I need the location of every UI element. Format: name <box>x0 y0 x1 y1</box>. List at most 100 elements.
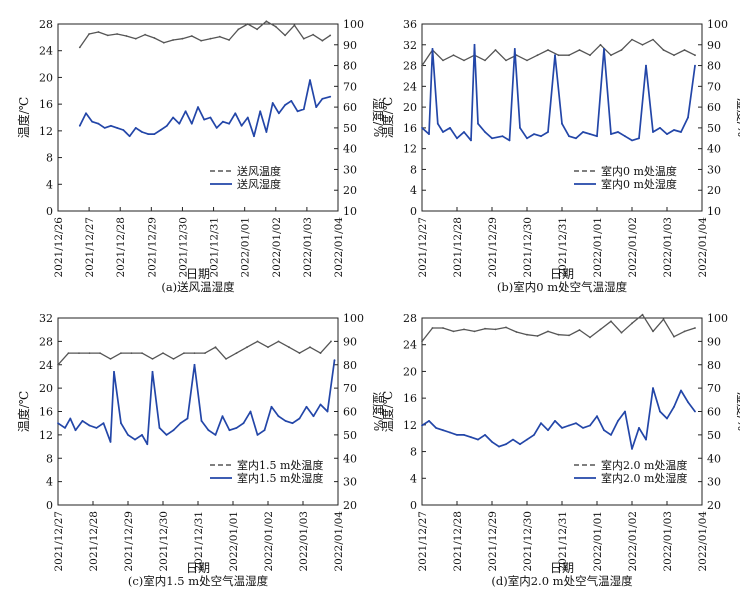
temperature-point <box>78 352 80 354</box>
x-tick-label: 2021/12/29 <box>123 511 135 572</box>
humidity-point <box>631 139 633 142</box>
humidity-point <box>484 131 486 133</box>
humidity-series-line <box>57 359 336 446</box>
temperature-point <box>536 54 539 57</box>
x-tick-label: 2021/12/29 <box>487 511 499 572</box>
x-tick-label: 2021/12/26 <box>53 217 65 278</box>
temperature-point <box>547 49 549 51</box>
humidity-point <box>184 110 187 113</box>
y-right-tick-label: 90 <box>343 39 357 52</box>
temperature-point <box>421 64 423 67</box>
y-left-tick-label: 32 <box>39 312 53 325</box>
x-tick-label: 2022/01/02 <box>263 511 275 572</box>
humidity-point <box>165 434 168 436</box>
y-left-tick-label: 20 <box>39 382 53 395</box>
x-tick-label: 2021/12/30 <box>158 511 170 572</box>
humidity-point <box>298 417 301 420</box>
humidity-point <box>284 420 287 422</box>
y-left-tick-label: 16 <box>403 392 417 405</box>
y-right-tick-label: 80 <box>707 60 721 73</box>
legend-humidity-label: 送风湿度 <box>237 177 281 191</box>
temperature-point <box>134 37 137 40</box>
legend-temperature-label: 室内2.0 m处温度 <box>601 458 687 472</box>
temperature-point <box>442 59 444 62</box>
temperature-point <box>652 330 654 333</box>
humidity-point <box>519 443 521 446</box>
y-right-tick-label: 20 <box>343 184 357 197</box>
temperature-point <box>88 352 91 354</box>
panel-c: 0 4 8 12 16 20 24 28 32 20 30 40 50 60 70 80 90 100 2021/1… <box>16 312 386 588</box>
temperature-point <box>67 352 70 354</box>
temperature-point <box>321 39 324 42</box>
temperature-point <box>265 20 268 23</box>
humidity-point <box>463 131 465 133</box>
humidity-point <box>228 122 231 125</box>
y-right-tick-label: 70 <box>343 80 357 93</box>
humidity-point <box>235 427 238 429</box>
temperature-point <box>421 340 423 343</box>
temperature-point <box>293 24 296 27</box>
humidity-point <box>568 135 570 138</box>
humidity-point <box>645 438 647 441</box>
humidity-point <box>512 438 514 441</box>
humidity-point <box>428 133 430 136</box>
temperature-point <box>330 340 332 343</box>
temperature-point <box>641 43 644 46</box>
humidity-point <box>312 415 315 418</box>
temperature-point <box>298 352 301 354</box>
humidity-point <box>561 427 563 429</box>
y-right-tick-label: 50 <box>343 122 357 135</box>
humidity-point <box>694 64 696 67</box>
humidity-point <box>315 106 318 108</box>
panel-b: 0 4 8 12 16 20 24 28 32 36 10 20 30 40 50 60 70 80 90 100 20… <box>380 18 740 294</box>
y-left-tick-label: 20 <box>403 365 417 378</box>
y-right-axis-title: 湿度/% <box>371 392 386 431</box>
humidity-point <box>259 110 262 113</box>
y-right-tick-label: 100 <box>343 312 364 325</box>
humidity-point <box>200 420 203 422</box>
y-left-tick-label: 8 <box>46 452 53 465</box>
y-right-tick-label: 90 <box>707 39 721 52</box>
humidity-point <box>158 427 161 429</box>
temperature-point <box>193 352 196 354</box>
y-right-tick-label: 90 <box>343 335 357 348</box>
temperature-point <box>162 352 164 354</box>
y-right-tick-label: 10 <box>343 205 357 218</box>
panel-a: 0 4 8 12 16 20 24 28 10 20 30 40 50 60 70 80 90 100 2021/1… <box>16 18 386 294</box>
y-right-tick-label: 30 <box>707 163 721 176</box>
y-left-axis-title: 温度/℃ <box>16 391 31 432</box>
humidity-point <box>207 429 210 432</box>
humidity-point <box>172 116 175 119</box>
y-right-tick-label: 60 <box>707 406 721 419</box>
panel-caption: (c)室内1.5 m处空气温湿度 <box>128 574 269 588</box>
y-right-tick-label: 40 <box>707 452 721 465</box>
x-tick-label: 2021/12/27 <box>84 217 96 278</box>
humidity-point <box>234 112 237 115</box>
humidity-point <box>203 118 206 121</box>
temperature-point <box>652 38 654 41</box>
legend-temperature-label: 室内1.5 m处温度 <box>237 458 323 472</box>
temperature-point <box>694 54 696 57</box>
temperature-point <box>662 49 665 51</box>
humidity-point <box>610 133 612 136</box>
temperature-point <box>568 54 570 57</box>
humidity-point <box>215 127 218 129</box>
temperature-point <box>547 330 549 333</box>
x-tick-label: 2022/01/04 <box>697 511 709 572</box>
humidity-point <box>533 133 535 136</box>
y-right-axis-title: 湿度/% <box>735 392 740 431</box>
temperature-point <box>204 352 206 354</box>
humidity-point <box>596 135 598 138</box>
humidity-point <box>265 131 268 133</box>
temperature-point <box>78 46 81 49</box>
humidity-point <box>110 124 112 127</box>
temperature-point <box>97 31 100 33</box>
humidity-point <box>270 405 273 408</box>
y-left-tick-label: 20 <box>403 101 417 114</box>
y-left-tick-label: 8 <box>46 152 53 165</box>
x-tick-label: 2021/12/30 <box>177 217 189 278</box>
humidity-point <box>277 415 280 418</box>
temperature-point <box>589 336 591 339</box>
y-left-tick-label: 12 <box>39 125 53 138</box>
humidity-point <box>95 427 98 429</box>
